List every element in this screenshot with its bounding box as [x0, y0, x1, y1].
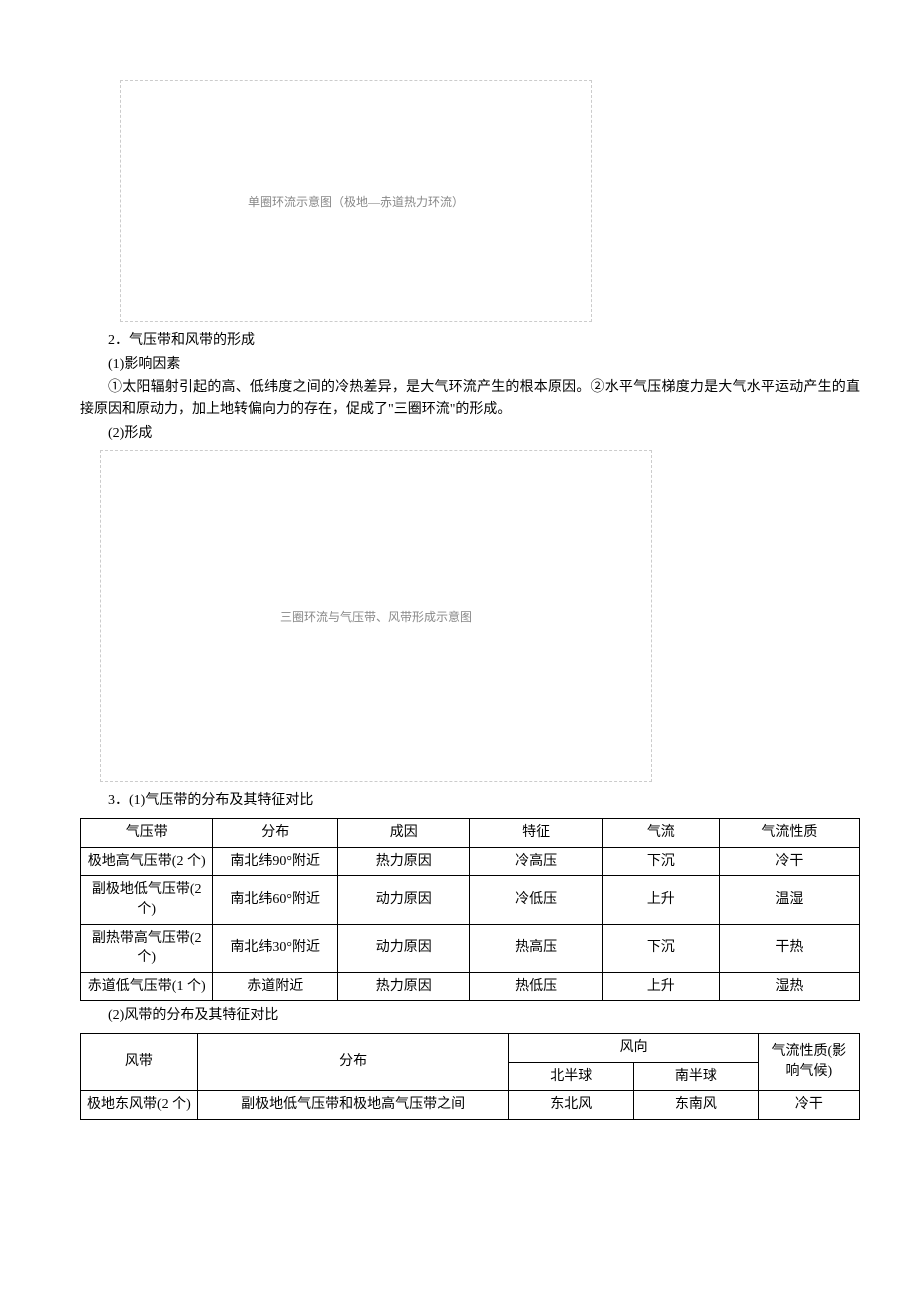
td: 赤道附近 — [213, 972, 338, 1001]
td: 温湿 — [719, 876, 859, 924]
table-row: 风带 分布 风向 气流性质(影响气候) — [81, 1033, 860, 1062]
td: 极地东风带(2 个) — [81, 1091, 198, 1120]
table-row: 副热带高气压带(2 个) 南北纬30°附近 动力原因 热高压 下沉 干热 — [81, 924, 860, 972]
td: 上升 — [602, 876, 719, 924]
th: 气压带 — [81, 819, 213, 848]
td: 上升 — [602, 972, 719, 1001]
td: 动力原因 — [338, 924, 470, 972]
td: 南北纬90°附近 — [213, 847, 338, 876]
th: 气流 — [602, 819, 719, 848]
td: 冷干 — [758, 1091, 859, 1120]
td: 副极地低气压带(2 个) — [81, 876, 213, 924]
td: 冷干 — [719, 847, 859, 876]
th: 成因 — [338, 819, 470, 848]
table-row: 气压带 分布 成因 特征 气流 气流性质 — [81, 819, 860, 848]
td: 湿热 — [719, 972, 859, 1001]
body-2-1: ①太阳辐射引起的高、低纬度之间的冷热差异，是大气环流产生的根本原因。②水平气压梯… — [80, 377, 860, 420]
th: 北半球 — [509, 1062, 634, 1091]
th: 气流性质 — [719, 819, 859, 848]
th: 分布 — [213, 819, 338, 848]
heading-2-1: (1)影响因素 — [80, 354, 860, 376]
th: 气流性质(影响气候) — [758, 1033, 859, 1090]
table-row: 极地高气压带(2 个) 南北纬90°附近 热力原因 冷高压 下沉 冷干 — [81, 847, 860, 876]
fig2-caption: 三圈环流与气压带、风带形成示意图 — [280, 608, 472, 625]
table-row: 副极地低气压带(2 个) 南北纬60°附近 动力原因 冷低压 上升 温湿 — [81, 876, 860, 924]
heading-3-2: (2)风带的分布及其特征对比 — [80, 1005, 860, 1027]
td: 热低压 — [470, 972, 602, 1001]
table-row: 赤道低气压带(1 个) 赤道附近 热力原因 热低压 上升 湿热 — [81, 972, 860, 1001]
td: 南北纬30°附近 — [213, 924, 338, 972]
td: 下沉 — [602, 847, 719, 876]
heading-2: 2．气压带和风带的形成 — [80, 330, 860, 352]
th: 风带 — [81, 1033, 198, 1090]
td: 下沉 — [602, 924, 719, 972]
wind-belt-table: 风带 分布 风向 气流性质(影响气候) 北半球 南半球 极地东风带(2 个) 副… — [80, 1033, 860, 1120]
td: 热力原因 — [338, 847, 470, 876]
table-row: 极地东风带(2 个) 副极地低气压带和极地高气压带之间 东北风 东南风 冷干 — [81, 1091, 860, 1120]
td: 热高压 — [470, 924, 602, 972]
th: 南半球 — [634, 1062, 759, 1091]
td: 东南风 — [634, 1091, 759, 1120]
th: 特征 — [470, 819, 602, 848]
td: 干热 — [719, 924, 859, 972]
td: 赤道低气压带(1 个) — [81, 972, 213, 1001]
td: 南北纬60°附近 — [213, 876, 338, 924]
td: 冷低压 — [470, 876, 602, 924]
pressure-belt-table: 气压带 分布 成因 特征 气流 气流性质 极地高气压带(2 个) 南北纬90°附… — [80, 818, 860, 1001]
td: 冷高压 — [470, 847, 602, 876]
heading-2-2: (2)形成 — [80, 423, 860, 445]
fig1-caption: 单圈环流示意图（极地—赤道热力环流） — [248, 193, 464, 210]
td: 极地高气压带(2 个) — [81, 847, 213, 876]
heading-3: 3．(1)气压带的分布及其特征对比 — [80, 790, 860, 812]
td: 动力原因 — [338, 876, 470, 924]
td: 副极地低气压带和极地高气压带之间 — [197, 1091, 509, 1120]
circulation-diagram-1: 单圈环流示意图（极地—赤道热力环流） — [120, 80, 592, 322]
th: 风向 — [509, 1033, 758, 1062]
circulation-diagram-2: 三圈环流与气压带、风带形成示意图 — [100, 450, 652, 782]
td: 东北风 — [509, 1091, 634, 1120]
td: 副热带高气压带(2 个) — [81, 924, 213, 972]
td: 热力原因 — [338, 972, 470, 1001]
th: 分布 — [197, 1033, 509, 1090]
